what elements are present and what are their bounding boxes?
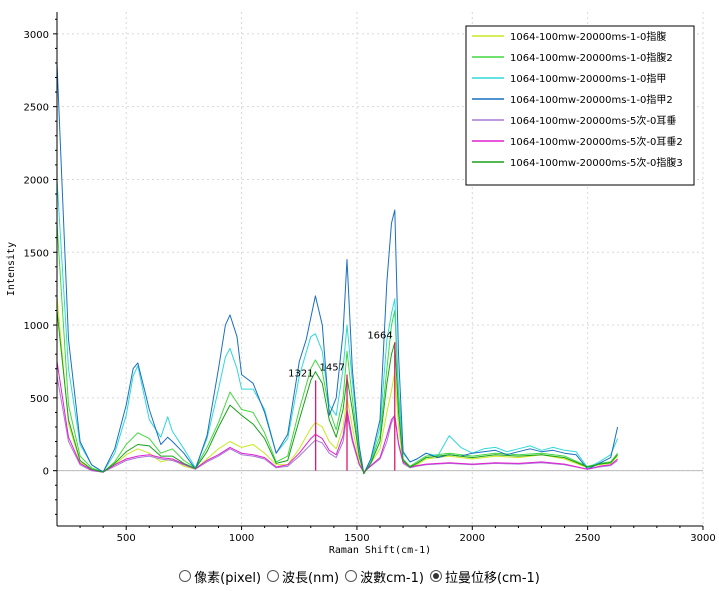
legend-label: 1064-100mw-20000ms-1-0指腹 bbox=[510, 30, 666, 43]
legend: 1064-100mw-20000ms-1-0指腹 1064-100mw-20000… bbox=[465, 25, 695, 186]
x-tick-label: 1500 bbox=[344, 533, 369, 544]
radio-wavenumber-label: 波數cm-1) bbox=[360, 570, 424, 586]
legend-label: 1064-100mw-20000ms-5次-0耳垂 bbox=[510, 114, 676, 127]
legend-label: 1064-100mw-20000ms-1-0指甲2 bbox=[510, 93, 673, 106]
legend-label: 1064-100mw-20000ms-5次-0指腹3 bbox=[510, 156, 683, 169]
radio-pixel[interactable]: 像素(pixel) bbox=[179, 567, 261, 586]
series-line bbox=[57, 62, 619, 475]
series-line bbox=[57, 375, 618, 473]
legend-box bbox=[465, 25, 695, 186]
peak-label: 1664 bbox=[367, 331, 392, 342]
y-tick-label: 3000 bbox=[24, 30, 49, 41]
radio-raman-shift-label: 拉曼位移(cm-1) bbox=[444, 570, 540, 586]
y-axis-label: Intensity bbox=[6, 242, 17, 296]
series-line bbox=[57, 310, 618, 475]
radio-circle-icon[interactable] bbox=[179, 570, 192, 582]
x-tick-label: 500 bbox=[117, 533, 136, 544]
y-tick-label: 2000 bbox=[24, 175, 49, 186]
x-tick-label: 2000 bbox=[460, 533, 485, 544]
radio-wavelength[interactable]: 波長(nm) bbox=[267, 567, 339, 586]
x-tick-label: 2500 bbox=[575, 533, 600, 544]
y-tick-label: 1000 bbox=[24, 321, 49, 332]
radio-wavelength-label: 波長(nm) bbox=[282, 570, 340, 586]
x-tick-label: 3000 bbox=[690, 533, 715, 544]
radio-circle-icon[interactable] bbox=[345, 570, 358, 582]
radio-circle-icon[interactable] bbox=[267, 570, 280, 582]
y-tick-label: 0 bbox=[43, 467, 49, 478]
radio-pixel-label: 像素(pixel) bbox=[194, 570, 262, 586]
radio-raman-shift[interactable]: 拉曼位移(cm-1) bbox=[429, 567, 540, 586]
radio-circle-icon[interactable] bbox=[429, 570, 442, 582]
x-axis-label: Raman Shift(cm-1) bbox=[329, 545, 431, 556]
legend-label: 1064-100mw-20000ms-1-0指甲 bbox=[510, 72, 666, 85]
y-tick-label: 500 bbox=[30, 394, 49, 405]
unit-radio-group: 像素(pixel) 波長(nm) 波數cm-1) 拉曼位移(cm-1) bbox=[0, 565, 719, 587]
y-tick-label: 2500 bbox=[24, 103, 49, 114]
legend-label: 1064-100mw-20000ms-1-0指腹2 bbox=[510, 51, 673, 64]
y-tick-label: 1500 bbox=[24, 248, 49, 259]
peak-label: 1321 bbox=[288, 368, 313, 379]
radio-wavenumber[interactable]: 波數cm-1) bbox=[345, 567, 424, 586]
series-line bbox=[57, 361, 618, 473]
x-tick-label: 1000 bbox=[229, 533, 254, 544]
series-line bbox=[57, 223, 618, 475]
raman-chart: 1321 1457 1664 500 1000 1500 2000 2500 3000 0 500 1… bbox=[6, 12, 716, 556]
peak-label: 1457 bbox=[320, 363, 345, 374]
legend-label: 1064-100mw-20000ms-5次-0耳垂2 bbox=[510, 135, 683, 148]
